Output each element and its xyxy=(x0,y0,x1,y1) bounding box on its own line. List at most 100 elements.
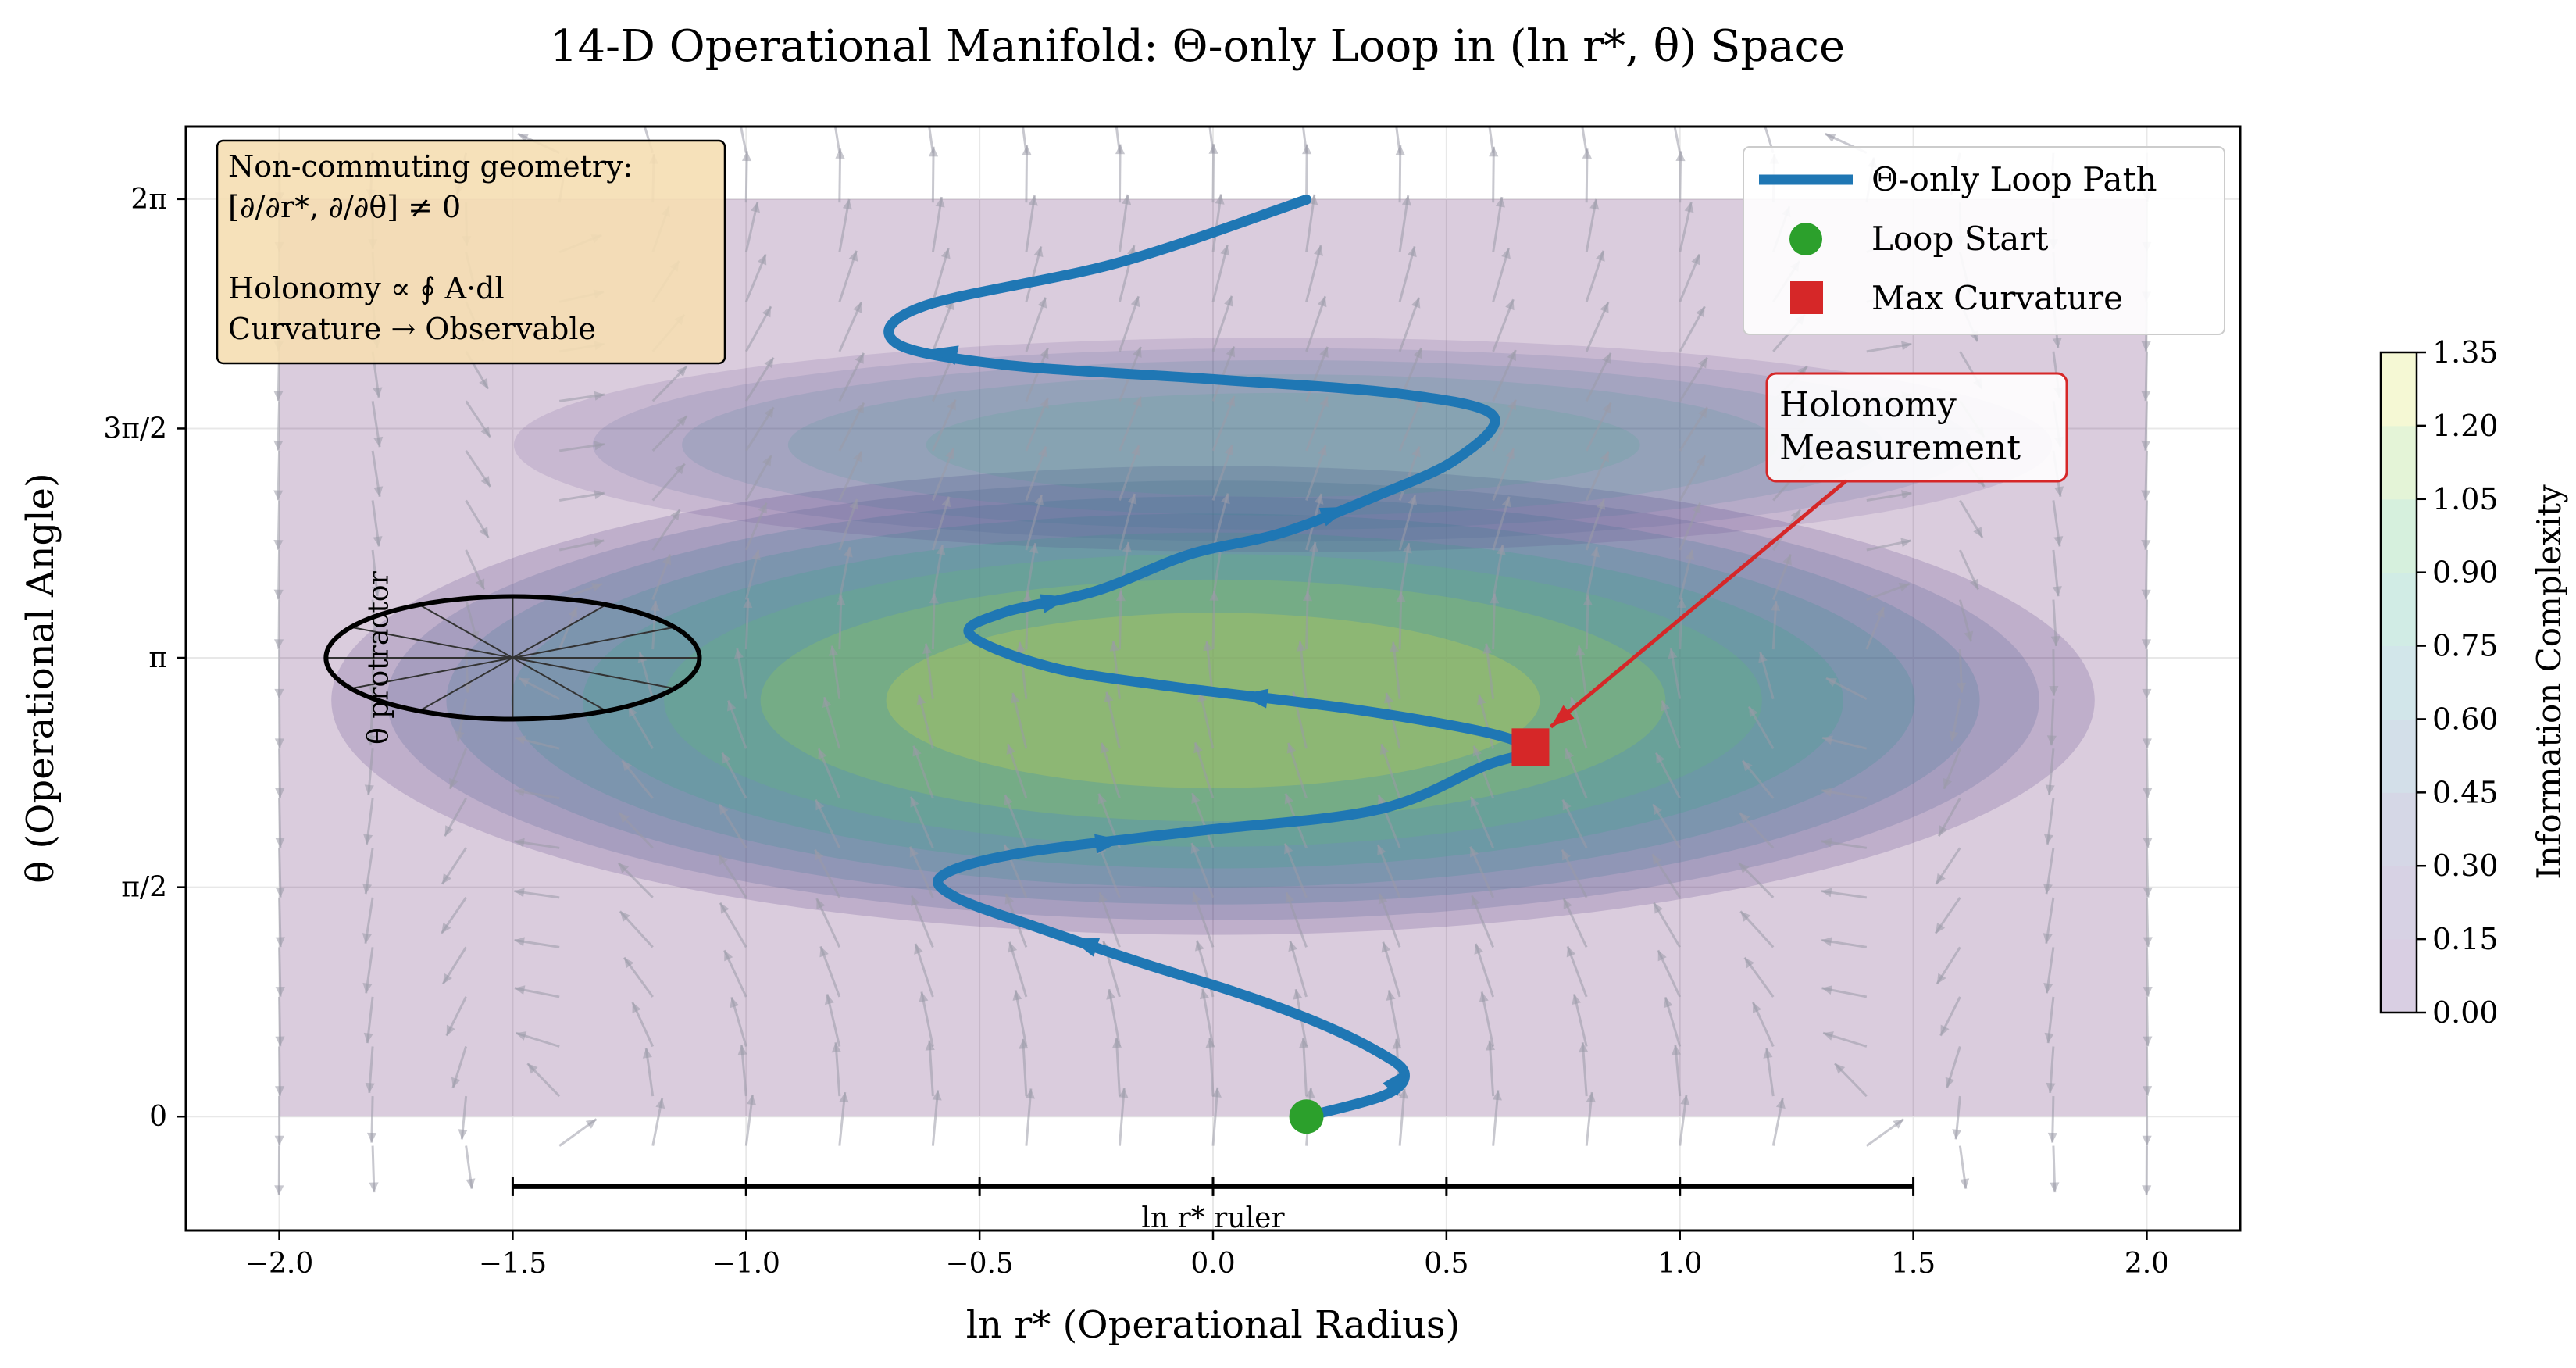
vector-arrow-head xyxy=(1402,543,1412,554)
protractor-spoke xyxy=(351,626,513,659)
vector-arrow-head xyxy=(1744,957,1755,969)
vector-arrow-head xyxy=(1308,194,1318,205)
vector-arrow-head xyxy=(1040,397,1049,409)
vector-arrow-head xyxy=(466,1178,476,1189)
vector-arrow-head xyxy=(855,352,864,364)
vector-arrow-head xyxy=(373,536,383,547)
vector-arrow-head xyxy=(1790,509,1800,521)
vector-arrow-head xyxy=(1602,402,1611,414)
vector-arrow-head xyxy=(922,643,933,654)
vector-arrow xyxy=(1488,127,1495,153)
vector-arrow-head xyxy=(1226,346,1236,358)
vector-arrow-head xyxy=(853,451,862,463)
vector-arrow-head xyxy=(275,838,285,848)
vector-arrow-head xyxy=(1696,306,1705,318)
vector-arrow-head xyxy=(514,937,525,947)
vector-arrow-head xyxy=(1193,742,1203,754)
vector-arrow-head xyxy=(839,1092,849,1103)
vector-arrow-head xyxy=(514,838,525,848)
vector-arrow-head xyxy=(443,973,452,984)
vector-arrow-head xyxy=(1221,493,1230,505)
vector-arrow-head xyxy=(1782,554,1792,566)
vector-arrow-head xyxy=(849,498,858,510)
vector-arrow-head xyxy=(458,1129,468,1140)
vector-arrow-head xyxy=(1411,446,1421,458)
colorbar-band xyxy=(2381,792,2417,866)
vector-arrow-head xyxy=(1389,96,1398,106)
vector-arrow-head xyxy=(746,1095,757,1105)
colorbar-band xyxy=(2381,645,2417,720)
vector-arrow-head xyxy=(1133,346,1142,358)
vector-arrow-head xyxy=(1600,451,1609,463)
vector-arrow-head xyxy=(274,688,284,699)
info-line-2: [∂/∂r*, ∂/∂θ] ≠ 0 xyxy=(228,190,461,224)
vector-arrow-head xyxy=(1485,1040,1496,1051)
vector-arrow-head xyxy=(1822,735,1833,745)
vector-arrow-head xyxy=(1010,692,1020,704)
vector-arrow-head xyxy=(514,985,526,995)
vector-arrow-head xyxy=(2141,341,2151,352)
vector-arrow-head xyxy=(1835,1063,1846,1074)
vector-arrow-head xyxy=(1900,538,1911,548)
vector-arrow-head xyxy=(479,377,488,389)
holonomy-label-line-1: Holonomy xyxy=(1779,385,1957,425)
colorbar-band xyxy=(2381,866,2417,940)
vector-arrow-head xyxy=(455,730,465,742)
vector-arrow-head xyxy=(1470,796,1479,808)
vector-arrow-head xyxy=(273,540,284,550)
marker-max-curvature xyxy=(1511,728,1550,766)
y-tick-label: 0 xyxy=(149,1101,167,1133)
colorbar-band xyxy=(2381,498,2417,573)
vector-arrow-head xyxy=(451,1077,461,1088)
vector-arrow-head xyxy=(1034,495,1044,506)
vector-arrow-head xyxy=(815,799,825,811)
colorbar-ticks: 0.00 0.15 0.30 0.45 0.60 0.75 0.90 1.05 1.20 1.35 xyxy=(2417,335,2499,1030)
vector-arrow-head xyxy=(743,598,753,609)
colorbar-band xyxy=(2381,719,2417,793)
vector-arrow-head xyxy=(855,402,864,414)
vector-arrow-head xyxy=(1757,106,1767,117)
vector-arrow-head xyxy=(366,735,376,746)
vector-arrow-head xyxy=(1596,250,1605,262)
path-direction-arrow xyxy=(1040,594,1070,613)
vector-arrow-head xyxy=(925,1040,935,1051)
protractor-spoke xyxy=(512,657,675,690)
vector-arrow-head xyxy=(676,366,687,377)
vector-arrow-head xyxy=(1697,357,1707,369)
vector-arrow-head xyxy=(371,586,382,597)
vector-arrow-head xyxy=(730,997,740,1009)
vector-arrow-head xyxy=(2045,784,2055,795)
vector-arrow-head xyxy=(1025,1088,1035,1099)
x-tick-label: −1.5 xyxy=(479,1248,547,1280)
vector-arrow-head xyxy=(662,554,672,566)
vector-arrow-head xyxy=(1661,700,1670,712)
vector-arrow-head xyxy=(1692,502,1701,514)
heatmap-band xyxy=(387,480,2039,920)
vector-arrow-head xyxy=(1763,1048,1773,1059)
colorbar-band xyxy=(2381,425,2417,500)
vector-arrow-head xyxy=(1675,151,1686,162)
vector-arrow-head xyxy=(722,752,731,764)
vector-arrow-head xyxy=(935,197,945,208)
vector-arrow-head xyxy=(751,202,760,213)
vector-arrow-head xyxy=(1122,194,1132,205)
protractor-spoke xyxy=(512,657,607,712)
colorbar-tick-label: 0.30 xyxy=(2432,848,2499,883)
vector-arrow-head xyxy=(1939,825,1948,837)
vector-arrow-head xyxy=(476,578,485,590)
vector-arrow-head xyxy=(1482,643,1493,654)
heatmap-band xyxy=(583,532,1843,869)
path-direction-arrow xyxy=(1069,938,1101,957)
legend-label-loop-path: Θ-only Loop Path xyxy=(1871,160,2157,198)
vector-arrow-head xyxy=(2043,883,2053,895)
y-tick-label: π xyxy=(148,642,167,674)
x-tick-label: 0.5 xyxy=(1424,1248,1468,1280)
vector-arrow-head xyxy=(1472,745,1482,757)
vector-arrow-head xyxy=(1676,598,1686,609)
vector-arrow-head xyxy=(2049,685,2059,696)
vector-arrow-head xyxy=(758,502,767,514)
vector-arrow-head xyxy=(1875,607,1885,619)
vector-arrow-head xyxy=(843,546,853,558)
vector-arrow-head xyxy=(369,1182,379,1193)
